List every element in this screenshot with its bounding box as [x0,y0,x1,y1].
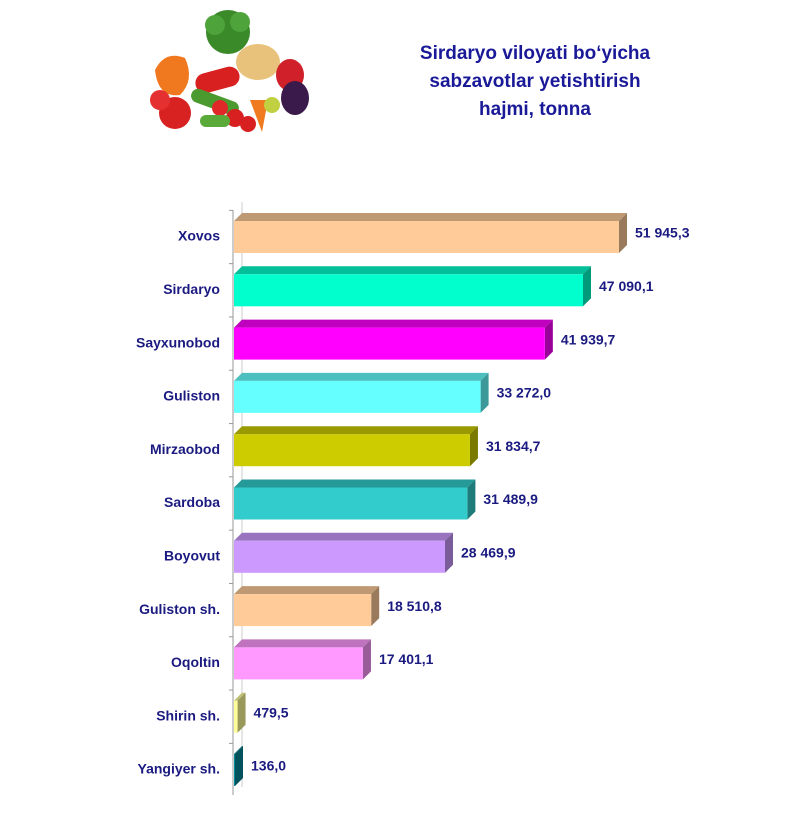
value-label: 136,0 [251,758,286,774]
bar-top [234,692,246,701]
bar-top [234,426,478,435]
bar-top [234,639,371,648]
category-label: Xovos [178,228,220,244]
bar-top [234,372,489,381]
value-label: 51 945,3 [635,225,690,241]
bar-side [480,372,489,413]
category-label: Guliston [163,388,220,404]
bar-side [371,586,380,627]
value-label: 41 939,7 [561,331,616,347]
bar-side [619,213,627,253]
bar [234,700,238,733]
bar [234,327,545,360]
category-label: Sayxunobod [136,334,220,350]
bar [234,274,584,307]
bar-top [234,213,627,221]
bar [234,221,619,253]
bar-side [362,639,371,680]
bar-top [234,266,592,275]
category-label: Yangiyer sh. [138,761,220,777]
bar [234,594,372,627]
bar-side [469,426,478,467]
bar [234,434,470,467]
category-label: Mirzaobod [150,441,220,457]
bar-side [237,692,246,733]
value-label: 31 834,7 [486,438,541,454]
bar-top [234,479,476,488]
bar [234,487,468,520]
bar-side [467,479,476,520]
category-label: Sardoba [164,494,220,510]
vegetables-image [150,10,309,132]
category-label: Boyovut [164,548,220,564]
bar-top [234,532,454,541]
category-label: Sirdaryo [163,281,220,297]
value-label: 18 510,8 [387,598,442,614]
value-label: 479,5 [254,704,289,720]
value-label: 17 401,1 [379,651,434,667]
value-label: 47 090,1 [599,278,654,294]
bar-top [234,586,380,595]
category-label: Oqoltin [171,654,220,670]
value-label: 33 272,0 [497,385,552,401]
bar-side [583,266,592,307]
bar-top [234,319,553,328]
category-label: Shirin sh. [156,707,220,723]
chart-title: Sirdaryo viloyati bo‘yicha sabzavotlar y… [419,43,651,120]
bar-side [544,319,553,360]
bar [234,647,363,680]
bar [234,540,446,573]
bar [234,380,481,413]
value-label: 28 469,9 [461,545,516,561]
bar-side [235,746,244,786]
category-label: Guliston sh. [139,601,220,617]
value-label: 31 489,9 [483,491,538,507]
bar-top [234,746,244,754]
bar-side [445,532,454,573]
bar [234,754,236,786]
